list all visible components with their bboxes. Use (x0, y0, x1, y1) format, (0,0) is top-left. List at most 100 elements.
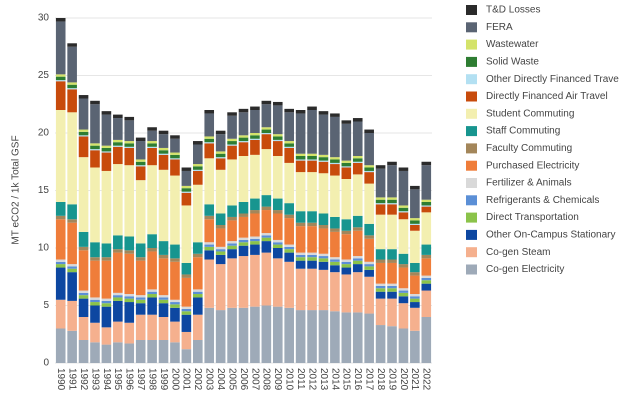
bar-segment (193, 170, 203, 185)
bar-segment (238, 142, 249, 156)
bar-segment (124, 298, 135, 303)
bar-segment (238, 216, 249, 238)
bar-segment (55, 202, 66, 216)
bar-segment (147, 234, 157, 248)
bar-segment (421, 290, 432, 317)
bar-segment (421, 317, 432, 363)
x-tick-label: 1994 (101, 368, 112, 391)
bar-segment (364, 238, 374, 262)
bar-segment (204, 250, 215, 260)
bar-segment (272, 139, 283, 142)
bar-segment (181, 167, 192, 171)
bar-segment (227, 245, 237, 250)
bar-segment (341, 259, 352, 262)
bar-segment (421, 283, 432, 291)
bar-segment (341, 160, 352, 163)
bar-segment (113, 139, 123, 143)
bar-segment (421, 206, 432, 213)
bar-segment (330, 162, 340, 165)
bar-segment (147, 127, 157, 131)
x-tick-label: 2021 (409, 368, 420, 391)
bar-segment (158, 340, 169, 363)
bar-segment (375, 214, 386, 250)
bar-segment (193, 141, 203, 145)
bar-segment (284, 244, 294, 247)
bar-segment (113, 297, 123, 301)
bar-segment (318, 261, 329, 270)
bar-segment (147, 130, 157, 142)
bar-segment (113, 145, 123, 147)
bar-segment (227, 205, 237, 217)
bar-segment (295, 160, 306, 173)
bar-segment (387, 249, 397, 260)
bar-segment (55, 328, 66, 363)
bar-segment (181, 314, 192, 332)
bar-segment (410, 298, 420, 303)
bar-segment (364, 264, 374, 267)
bar-segment (215, 264, 226, 311)
bar-segment (67, 88, 77, 90)
bar-segment (124, 165, 135, 237)
bar-segment (101, 260, 112, 299)
bar-segment (375, 165, 386, 169)
bar-segment (387, 288, 397, 292)
bar-segment (181, 191, 192, 193)
bar-segment (364, 223, 374, 236)
bar-segment (421, 275, 432, 278)
bar-segment (147, 289, 157, 292)
bar-segment (295, 254, 306, 258)
bar-segment (135, 243, 146, 258)
bar-segment (204, 142, 215, 144)
bar-segment (364, 170, 374, 173)
legend-label: FERA (486, 22, 513, 33)
bar-segment (158, 303, 169, 317)
bar-segment (398, 207, 409, 212)
bar-segment (147, 297, 157, 315)
bar-segment (341, 219, 352, 231)
bar-segment (90, 260, 100, 298)
bar-segment (261, 104, 272, 128)
bar-segment (204, 136, 215, 139)
bar-segment (55, 267, 66, 300)
bar-segment (147, 147, 157, 166)
bar-segment (330, 113, 340, 117)
bar-segment (284, 261, 294, 308)
bar-segment (295, 110, 306, 114)
bar-segment (352, 258, 363, 261)
bar-segment (375, 203, 386, 205)
bar-segment (410, 272, 420, 276)
bar-segment (364, 167, 374, 171)
bar-segment (352, 230, 363, 257)
bar-segment (261, 129, 272, 133)
legend-swatch (466, 160, 477, 171)
bar-segment (341, 267, 352, 275)
bar-segment (295, 153, 306, 156)
legend-swatch (466, 212, 477, 223)
bar-segment (215, 228, 226, 247)
legend-swatch (466, 108, 477, 119)
bar-segment (261, 149, 272, 196)
bar-segment (215, 213, 226, 225)
legend-label: Other Directly Financed Trave (486, 74, 619, 85)
bar-segment (90, 104, 100, 144)
bar-segment (67, 89, 77, 113)
bar-segment (158, 169, 169, 242)
bar-segment (67, 112, 77, 205)
legend-swatch (466, 74, 477, 85)
bar-segment (295, 172, 306, 212)
legend-label: Co-gen Electricity (486, 264, 564, 275)
bar-segment (387, 298, 397, 327)
bar-segment (261, 235, 272, 238)
bar-segment (55, 76, 66, 81)
x-tick-label: 2013 (318, 368, 329, 391)
bar-segment (284, 249, 294, 253)
bar-segment (227, 241, 237, 244)
bar-segment (170, 342, 180, 363)
x-tick-label: 2007 (249, 368, 260, 391)
bar-segment (318, 310, 329, 363)
bar-segment (410, 223, 420, 225)
bar-segment (78, 340, 89, 363)
bar-segment (67, 43, 77, 47)
bar-segment (181, 274, 192, 278)
bar-segment (330, 265, 340, 273)
